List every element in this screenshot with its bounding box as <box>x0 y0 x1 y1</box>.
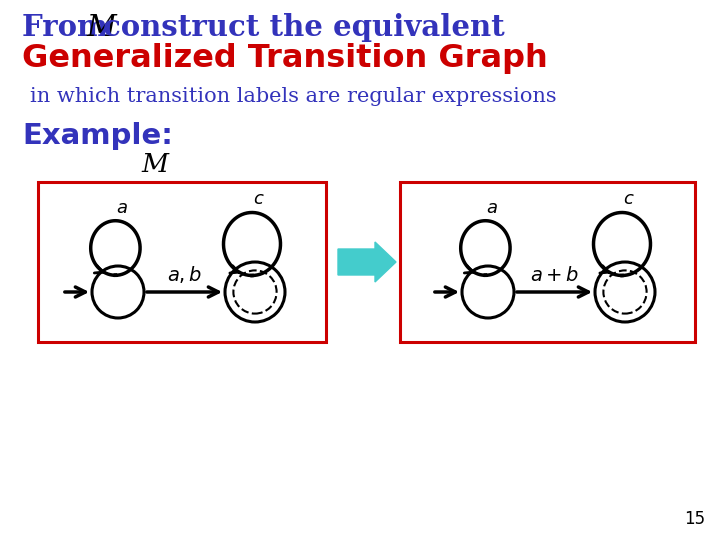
Text: in which transition labels are regular expressions: in which transition labels are regular e… <box>30 87 557 106</box>
Circle shape <box>462 266 514 318</box>
Text: From: From <box>22 13 118 42</box>
Text: construct the equivalent: construct the equivalent <box>103 13 505 42</box>
Text: $a$: $a$ <box>486 199 498 217</box>
Text: Example:: Example: <box>22 122 173 150</box>
Text: M: M <box>142 152 168 177</box>
Text: $a+b$: $a+b$ <box>530 266 579 285</box>
Text: Generalized Transition Graph: Generalized Transition Graph <box>22 43 548 74</box>
Circle shape <box>595 262 655 322</box>
Text: $c$: $c$ <box>624 191 635 208</box>
Circle shape <box>92 266 144 318</box>
Text: $a,b$: $a,b$ <box>167 264 202 285</box>
Text: M: M <box>86 14 116 42</box>
Circle shape <box>225 262 285 322</box>
Text: $a$: $a$ <box>116 199 127 217</box>
Text: 15: 15 <box>684 510 705 528</box>
Text: $c$: $c$ <box>253 191 265 208</box>
Polygon shape <box>338 242 396 282</box>
